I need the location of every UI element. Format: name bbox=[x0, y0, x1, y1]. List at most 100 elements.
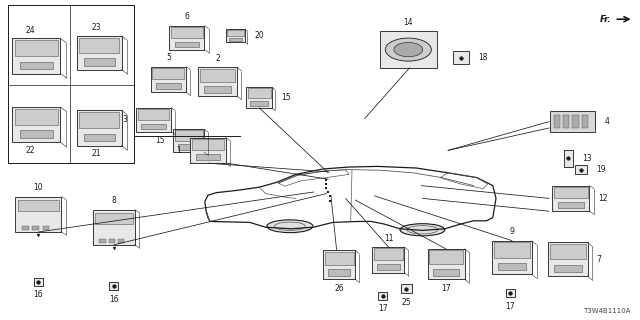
Bar bbox=[554, 115, 560, 128]
Ellipse shape bbox=[400, 224, 445, 236]
Circle shape bbox=[385, 38, 431, 61]
Bar bbox=[498, 263, 526, 270]
Text: 16: 16 bbox=[109, 295, 119, 304]
Text: 15: 15 bbox=[155, 136, 164, 145]
FancyBboxPatch shape bbox=[575, 165, 587, 174]
Bar bbox=[15, 109, 58, 125]
Bar bbox=[374, 248, 403, 260]
Text: 25: 25 bbox=[401, 298, 412, 307]
Bar bbox=[15, 40, 58, 56]
FancyBboxPatch shape bbox=[226, 29, 245, 42]
Bar bbox=[175, 131, 203, 141]
Bar bbox=[175, 42, 199, 47]
Bar bbox=[494, 243, 530, 258]
FancyBboxPatch shape bbox=[428, 249, 465, 279]
Text: 2: 2 bbox=[215, 54, 220, 63]
FancyBboxPatch shape bbox=[13, 38, 61, 74]
Text: 15: 15 bbox=[281, 93, 291, 102]
Bar bbox=[582, 115, 588, 128]
FancyBboxPatch shape bbox=[506, 289, 515, 298]
Text: 20: 20 bbox=[254, 31, 264, 40]
Bar bbox=[20, 62, 53, 69]
FancyBboxPatch shape bbox=[109, 283, 118, 291]
Bar bbox=[192, 139, 224, 150]
FancyBboxPatch shape bbox=[34, 277, 43, 285]
FancyBboxPatch shape bbox=[77, 36, 122, 70]
Bar bbox=[79, 112, 119, 128]
Text: 17: 17 bbox=[505, 302, 515, 311]
Bar bbox=[22, 226, 29, 230]
FancyBboxPatch shape bbox=[380, 31, 437, 68]
Bar bbox=[550, 244, 586, 259]
FancyBboxPatch shape bbox=[372, 247, 404, 273]
Bar bbox=[42, 226, 49, 230]
Text: 17: 17 bbox=[441, 284, 451, 293]
Circle shape bbox=[394, 43, 422, 57]
Bar bbox=[554, 265, 582, 272]
Text: 12: 12 bbox=[598, 194, 608, 203]
Text: 26: 26 bbox=[334, 284, 344, 292]
Bar bbox=[572, 115, 579, 128]
Text: 21: 21 bbox=[92, 149, 100, 158]
FancyBboxPatch shape bbox=[492, 241, 532, 274]
Bar bbox=[84, 134, 115, 141]
Bar bbox=[248, 88, 271, 98]
Bar bbox=[227, 30, 244, 36]
Text: 4: 4 bbox=[604, 117, 609, 126]
FancyBboxPatch shape bbox=[453, 51, 468, 64]
FancyBboxPatch shape bbox=[77, 110, 122, 146]
Bar bbox=[152, 68, 184, 79]
Bar bbox=[196, 155, 220, 160]
Text: 6: 6 bbox=[184, 12, 189, 21]
Bar bbox=[84, 58, 115, 66]
FancyBboxPatch shape bbox=[323, 250, 355, 279]
Bar bbox=[178, 145, 200, 149]
Text: 7: 7 bbox=[596, 255, 602, 264]
FancyBboxPatch shape bbox=[13, 107, 61, 142]
Bar bbox=[324, 252, 353, 265]
Bar bbox=[141, 124, 166, 129]
FancyBboxPatch shape bbox=[173, 129, 204, 152]
Bar bbox=[250, 101, 268, 106]
Text: 9: 9 bbox=[509, 227, 515, 236]
Text: 19: 19 bbox=[596, 165, 605, 174]
FancyBboxPatch shape bbox=[246, 87, 272, 108]
Text: 8: 8 bbox=[111, 196, 116, 205]
Text: 23: 23 bbox=[91, 23, 101, 32]
Bar bbox=[204, 86, 231, 92]
FancyBboxPatch shape bbox=[191, 138, 226, 163]
Bar bbox=[229, 38, 243, 41]
Text: 24: 24 bbox=[25, 26, 35, 35]
Text: Fr.: Fr. bbox=[600, 15, 611, 24]
FancyBboxPatch shape bbox=[550, 111, 595, 132]
FancyBboxPatch shape bbox=[552, 186, 589, 211]
FancyBboxPatch shape bbox=[169, 26, 204, 50]
Bar bbox=[200, 68, 235, 82]
Text: 17: 17 bbox=[378, 305, 388, 314]
Text: T3W4B1110A: T3W4B1110A bbox=[583, 308, 630, 314]
Bar bbox=[18, 200, 59, 211]
Bar bbox=[378, 264, 399, 269]
Bar bbox=[118, 239, 124, 243]
Bar bbox=[563, 115, 569, 128]
Text: 11: 11 bbox=[384, 234, 393, 243]
FancyBboxPatch shape bbox=[548, 243, 588, 276]
FancyBboxPatch shape bbox=[198, 67, 237, 96]
Text: 10: 10 bbox=[33, 183, 44, 192]
FancyBboxPatch shape bbox=[136, 108, 172, 132]
Text: 22: 22 bbox=[26, 146, 35, 155]
Bar bbox=[138, 109, 170, 120]
FancyBboxPatch shape bbox=[151, 67, 186, 92]
Bar bbox=[95, 213, 132, 224]
Bar bbox=[171, 27, 203, 38]
Bar bbox=[79, 38, 119, 53]
FancyBboxPatch shape bbox=[564, 150, 573, 167]
FancyBboxPatch shape bbox=[93, 210, 135, 245]
Bar bbox=[20, 131, 53, 138]
Text: 16: 16 bbox=[33, 290, 44, 299]
FancyBboxPatch shape bbox=[378, 292, 387, 300]
Bar bbox=[99, 239, 106, 243]
Bar bbox=[109, 239, 115, 243]
FancyBboxPatch shape bbox=[401, 284, 412, 293]
Bar bbox=[328, 269, 351, 276]
